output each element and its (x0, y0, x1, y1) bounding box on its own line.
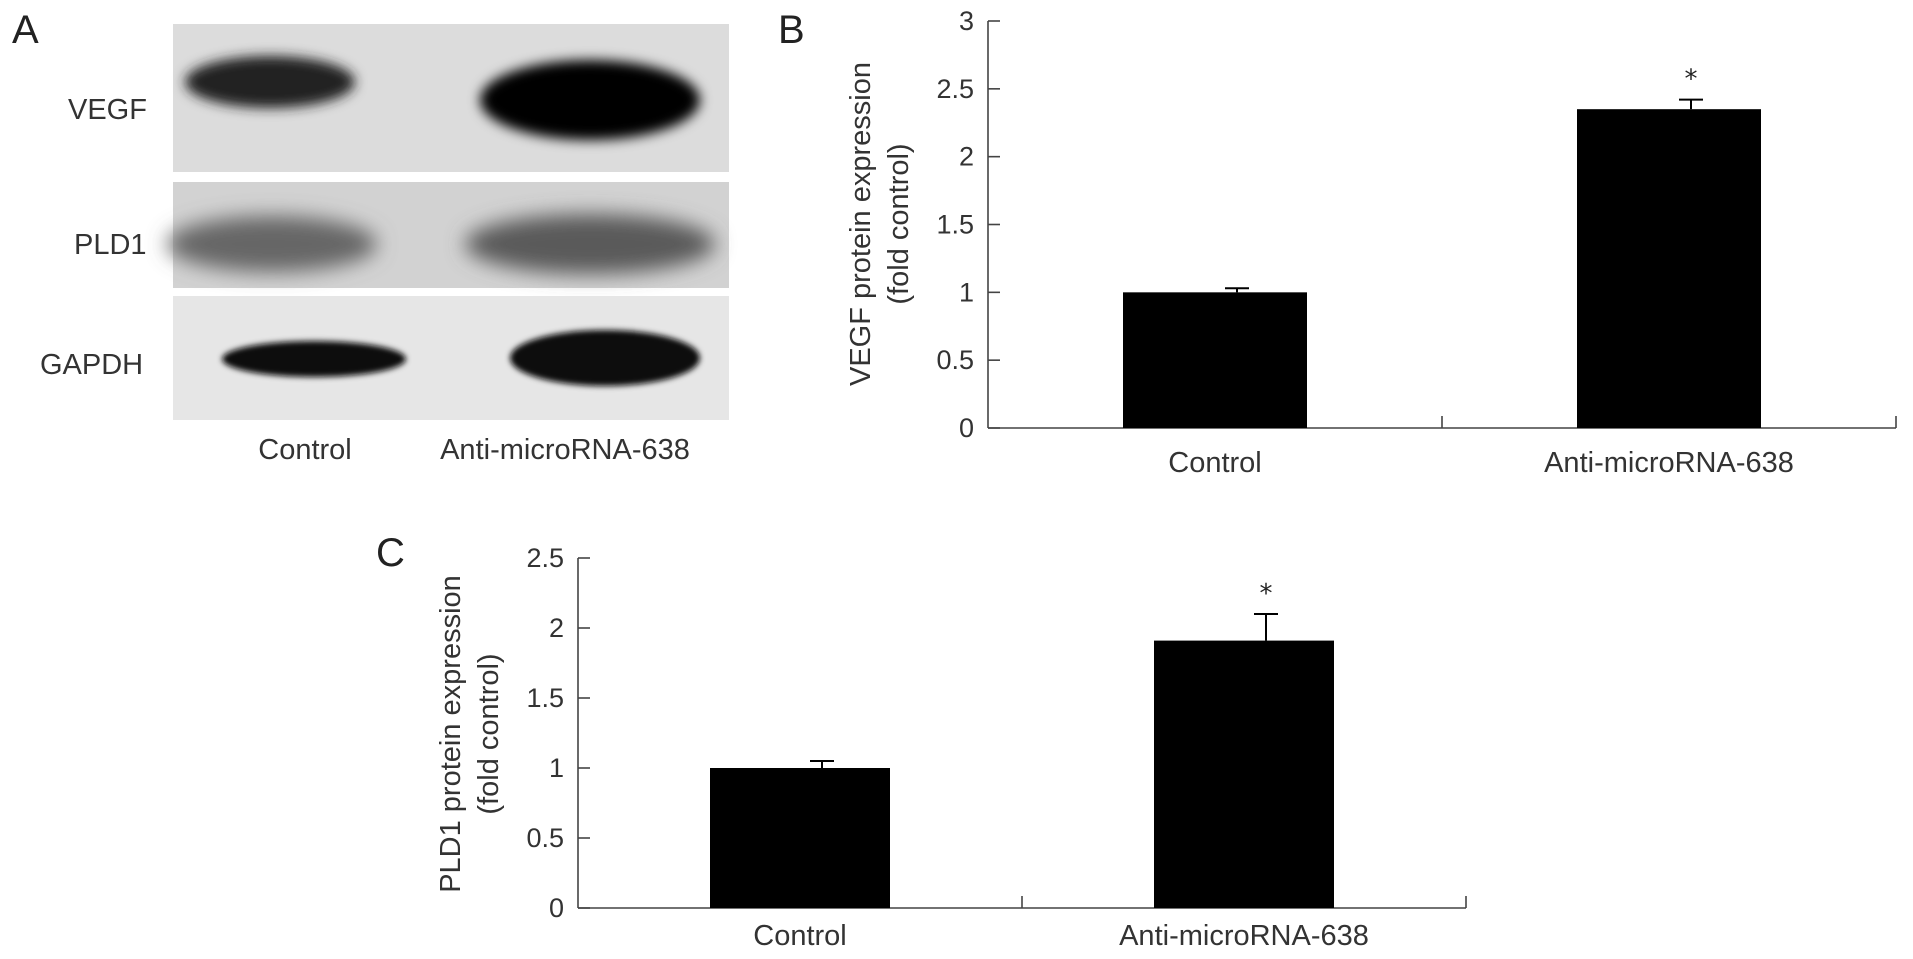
x-category-label: Anti-microRNA-638 (1544, 447, 1794, 479)
blot-band (185, 56, 355, 108)
y-tick-label: 3 (959, 6, 974, 36)
y-tick-label: 0 (549, 893, 564, 923)
y-tick-label: 2.5 (936, 74, 974, 104)
blot-band (480, 60, 700, 140)
y-tick-label: 0 (959, 413, 974, 443)
blot-band (510, 330, 700, 386)
blot-lane-label: Control (258, 434, 352, 466)
y-axis-title: VEGF protein expression (845, 62, 877, 386)
y-tick-label: 1 (959, 277, 974, 307)
panel-letter-c: C (376, 531, 405, 575)
blot-strip-pld1: PLD1 (74, 182, 729, 288)
blot-row-label: PLD1 (74, 229, 147, 261)
panel-a: A VEGF PLD1 GAPDH Control Anti-microRNA-… (12, 8, 729, 466)
bar (1123, 292, 1307, 428)
y-tick-label: 1.5 (936, 210, 974, 240)
y-tick-label: 0.5 (526, 823, 564, 853)
x-category-label: Anti-microRNA-638 (1119, 920, 1369, 952)
chart-pld1: C 0 0.5 1 1.5 2 2.5 Control * Anti-microRNA-638 P… (376, 531, 1467, 952)
blot-row-label: GAPDH (40, 349, 143, 381)
x-category-label: Control (1168, 447, 1262, 479)
significance-marker: * (1260, 579, 1273, 609)
blot-band (222, 341, 406, 377)
y-tick-label: 0.5 (936, 345, 974, 375)
y-tick-label: 1.5 (526, 683, 564, 713)
blot-strip-gapdh: GAPDH (40, 296, 729, 420)
chart-vegf: B 0 0.5 1 1.5 2 2.5 3 Control * Anti-microRNA-638… (778, 6, 1897, 479)
y-tick-label: 2 (549, 613, 564, 643)
y-axis-title: PLD1 protein expression (435, 575, 467, 893)
significance-marker: * (1685, 65, 1698, 95)
y-axis-title-unit: (fold control) (473, 653, 505, 814)
y-axis-title-unit: (fold control) (883, 143, 915, 304)
y-tick-label: 2.5 (526, 543, 564, 573)
blot-row-label: VEGF (68, 94, 147, 126)
bar (710, 768, 890, 908)
y-tick-label: 2 (959, 142, 974, 172)
panel-letter-b: B (778, 8, 805, 52)
panel-letter-a: A (12, 8, 39, 52)
blot-band (465, 214, 715, 274)
bar (1154, 640, 1334, 908)
bar (1577, 109, 1761, 428)
blot-strip-vegf: VEGF (68, 24, 729, 172)
blot-band (167, 216, 377, 272)
x-category-label: Control (753, 920, 847, 952)
y-tick-label: 1 (549, 753, 564, 783)
blot-lane-label: Anti-microRNA-638 (440, 434, 690, 466)
